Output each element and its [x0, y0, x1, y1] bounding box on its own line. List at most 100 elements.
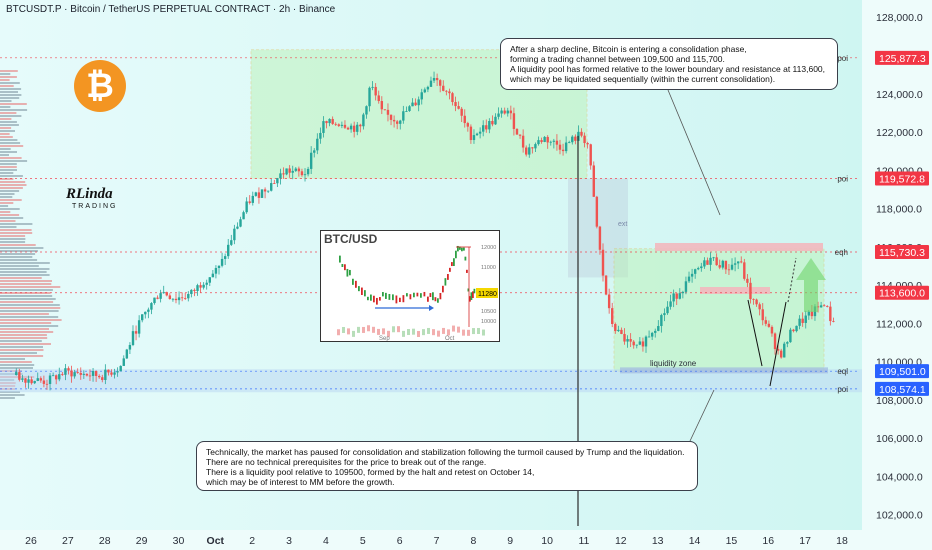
- volume-profile-bar: [0, 250, 38, 252]
- time-tick-label: 3: [286, 535, 292, 547]
- candle-body: [798, 318, 801, 326]
- volume-profile-bar: [0, 148, 11, 150]
- candle-body: [586, 143, 589, 145]
- inset-y-tick: 10500: [481, 309, 496, 315]
- volume-profile-bar: [0, 121, 17, 123]
- volume-profile-bar: [0, 70, 18, 72]
- candle-body: [703, 260, 706, 267]
- candle-body: [558, 144, 562, 150]
- candle-body: [282, 173, 285, 175]
- candle-body: [589, 144, 592, 166]
- inset-candle: [341, 263, 344, 267]
- inset-candle: [427, 296, 429, 302]
- candle-body: [110, 372, 113, 375]
- candle-body: [764, 320, 768, 324]
- time-tick-label: 28: [99, 535, 111, 547]
- candle-body: [595, 196, 599, 227]
- volume-profile-bar: [0, 280, 52, 282]
- candle-body: [543, 136, 546, 142]
- inset-candle: [420, 293, 422, 298]
- volume-profile-bar: [0, 325, 59, 327]
- volume-profile-bar: [0, 271, 47, 273]
- candle-body: [362, 114, 365, 127]
- candle-body: [119, 365, 122, 372]
- candle-body: [463, 115, 466, 124]
- candle-body: [190, 289, 193, 295]
- candle-body: [297, 168, 301, 172]
- candle-body: [647, 336, 651, 338]
- callout-bottom-line: There are no technical prerequisites for…: [206, 457, 487, 467]
- candle-body: [515, 128, 519, 135]
- price-level-value: 125,877.3: [879, 53, 926, 65]
- liquidity-zone-box: [620, 367, 828, 374]
- volume-profile-bar: [0, 265, 39, 267]
- candle-body: [620, 329, 623, 334]
- inset-candle: [473, 288, 476, 294]
- price-level-tag: [875, 364, 929, 379]
- candle-body: [546, 136, 549, 143]
- inset-candle: [402, 295, 405, 303]
- volume-profile-bar: [0, 163, 17, 165]
- candle-body: [67, 368, 70, 371]
- volume-profile-bar: [0, 88, 22, 90]
- candle-body: [537, 140, 540, 145]
- candle-body: [730, 264, 734, 270]
- candle-body: [770, 326, 774, 334]
- volume-profile-bar: [0, 85, 14, 87]
- inset-candle: [361, 287, 363, 295]
- candle-body: [291, 170, 294, 173]
- candle-body: [147, 309, 150, 312]
- candle-body: [125, 349, 129, 359]
- inset-volume-bar: [452, 325, 455, 332]
- candle-body: [752, 299, 755, 300]
- inset-candle: [472, 291, 474, 299]
- candle-body: [715, 257, 718, 266]
- brand-logo-sub: TRADING: [72, 203, 118, 210]
- candle-body: [141, 314, 144, 321]
- candle-body: [786, 342, 789, 344]
- bitcoin-icon: ₿: [74, 60, 126, 112]
- candle-body: [116, 371, 119, 373]
- volume-profile-bar: [0, 244, 36, 246]
- volume-profile-bar: [0, 346, 43, 348]
- price-axis: [862, 0, 932, 530]
- candle-body: [448, 91, 451, 94]
- price-tick-label: 104,000.0: [876, 471, 923, 483]
- inset-candle: [413, 292, 415, 298]
- callout-bottom-pointer: [689, 389, 715, 442]
- time-tick-label: 11: [579, 535, 590, 547]
- time-tick-label: 5: [360, 535, 366, 547]
- candle-body: [205, 282, 208, 285]
- candle-body: [669, 301, 672, 307]
- inset-volume-bar: [412, 328, 415, 335]
- candle-body: [518, 134, 522, 136]
- inset-candle: [469, 296, 471, 302]
- time-tick-label: 15: [726, 535, 738, 547]
- inset-volume-bar: [407, 329, 410, 336]
- callout-top-line: forming a trading channel between 109,50…: [510, 54, 725, 64]
- inset-candle: [370, 294, 372, 301]
- candle-body: [104, 369, 107, 380]
- volume-profile-bar: [0, 256, 33, 258]
- candle-body: [184, 298, 187, 299]
- candle-body: [70, 370, 73, 377]
- candle-body: [233, 228, 236, 241]
- candle-body: [727, 269, 731, 271]
- volume-profile-bar: [0, 103, 27, 105]
- symbol-header[interactable]: BTCUSDT.P · Bitcoin / TetherUS PERPETUAL…: [6, 4, 336, 15]
- candle-body: [285, 168, 288, 175]
- candle-body: [460, 108, 463, 116]
- candle-body: [27, 379, 30, 383]
- resistance-zone-eqh: [655, 242, 823, 251]
- volume-profile-bar: [0, 73, 11, 75]
- candle-body: [54, 375, 58, 380]
- volume-profile-bar: [0, 238, 26, 240]
- candle-body: [552, 140, 556, 142]
- candle-body: [475, 133, 479, 136]
- inset-y-tick: 11000: [481, 265, 496, 271]
- candle-body: [611, 308, 614, 325]
- candle-body: [583, 135, 586, 144]
- volume-profile-bar: [0, 169, 17, 171]
- candle-body: [214, 268, 218, 274]
- candle-body: [438, 80, 442, 86]
